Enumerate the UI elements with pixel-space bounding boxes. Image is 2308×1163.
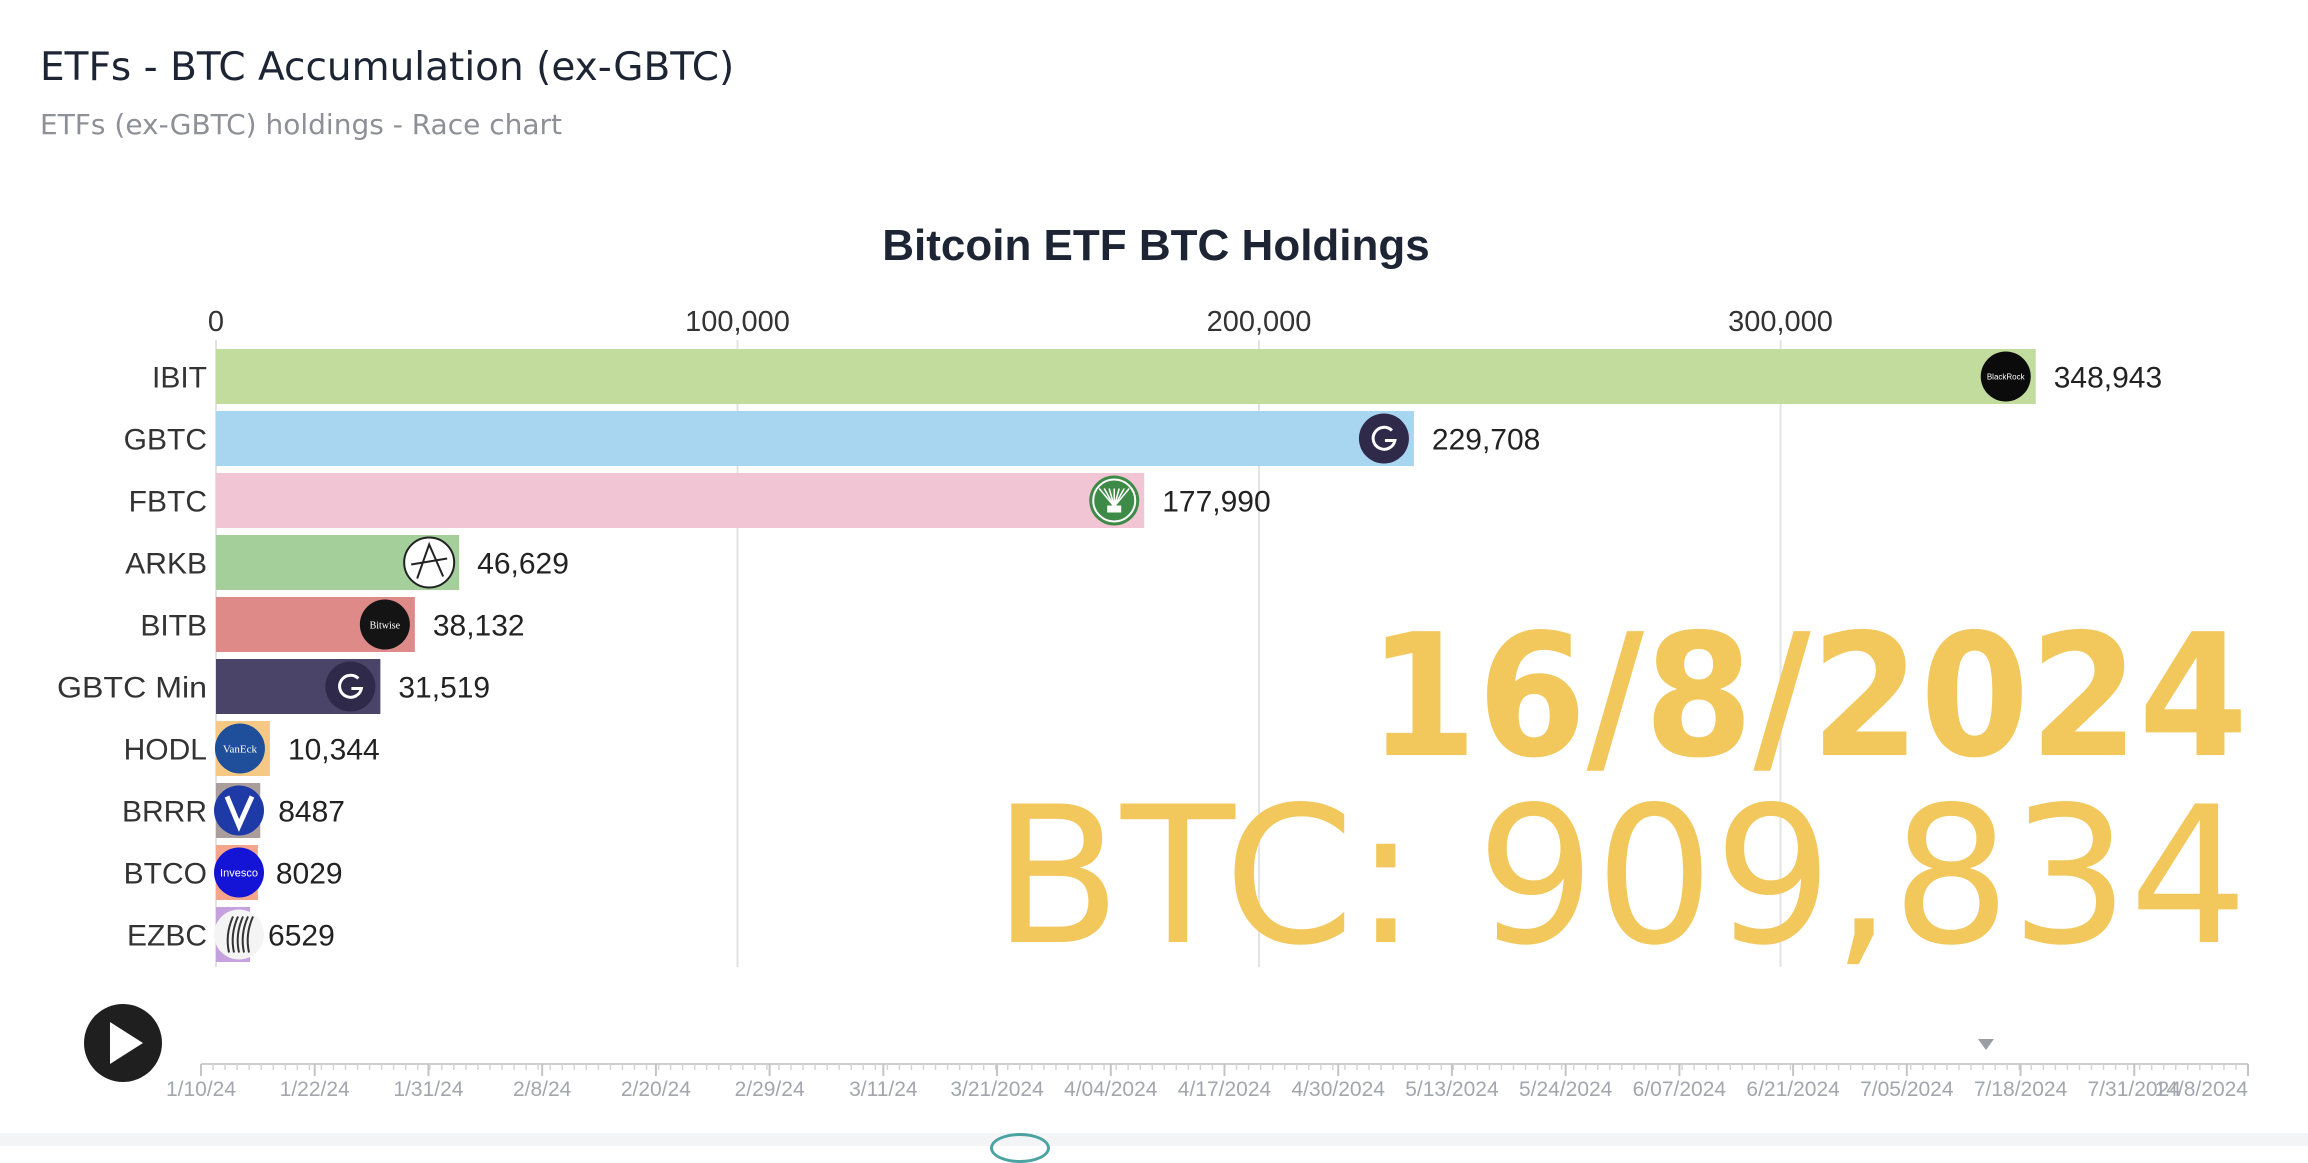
timeline-date-label[interactable]: 4/17/2024 [1178,1078,1272,1101]
svg-text:VanEck: VanEck [223,744,258,756]
category-label: EZBC [127,920,207,953]
valkyrie-logo-icon [214,785,264,836]
timeline-date-label[interactable]: 3/11/24 [849,1078,918,1101]
vaneck-logo-icon: VanEck [214,723,265,774]
timeline-date-label[interactable]: 3/21/2024 [950,1078,1044,1101]
category-label: ARKB [125,548,207,581]
x-tick-label: 0 [208,306,224,338]
category-label: BTCO [124,858,207,891]
timeline-date-label[interactable]: 4/04/2024 [1064,1078,1158,1101]
value-label: 177,990 [1162,486,1270,519]
timeline-date-label[interactable]: 6/21/2024 [1746,1078,1840,1101]
category-label: BRRR [122,796,207,829]
bar-ibit [216,349,2036,404]
invesco-logo-icon: Invesco [214,847,264,898]
page-title: ETFs - BTC Accumulation (ex-GBTC) [40,45,735,90]
value-label: 8029 [276,858,343,891]
play-button[interactable] [84,1004,162,1082]
timeline-date-label[interactable]: 2/20/24 [621,1078,691,1101]
value-label: 38,132 [433,610,525,643]
x-tick-label: 200,000 [1207,306,1312,338]
timeline-date-label[interactable]: 6/07/2024 [1633,1078,1727,1101]
timeline-date-label[interactable]: 5/13/2024 [1405,1078,1499,1101]
grayscale-logo-icon [325,661,376,712]
category-label: HODL [124,734,207,767]
value-label: 46,629 [477,548,569,581]
blackrock-logo-icon: BlackRock [1980,351,2031,402]
value-label: 229,708 [1432,424,1540,457]
overlay-total: BTC: 909,834 [993,766,2248,987]
ark-logo-icon [403,536,456,589]
value-label: 10,344 [288,734,380,767]
timeline-date-label[interactable]: 14/8/2024 [2155,1078,2249,1101]
timeline-date-label[interactable]: 7/18/2024 [1974,1078,2068,1101]
play-icon [110,1022,143,1064]
value-label: 31,519 [398,672,490,705]
category-label: GBTC [124,424,207,457]
timeline-date-label[interactable]: 5/24/2024 [1519,1078,1613,1101]
bottom-scroll-knob[interactable] [990,1133,1050,1163]
timeline-date-label[interactable]: 1/22/24 [280,1078,350,1101]
page-subtitle: ETFs (ex-GBTC) holdings - Race chart [40,108,563,141]
grayscale-logo-icon [1358,413,1409,464]
category-label: FBTC [129,486,207,519]
timeline-position-marker[interactable] [1977,1039,1994,1050]
svg-text:BlackRock: BlackRock [1987,373,2026,382]
franklin-logo-icon [214,909,264,960]
timeline-date-label[interactable]: 2/29/24 [735,1078,805,1101]
bitwise-logo-icon: Bitwise [359,599,410,650]
bottom-strip [0,1133,2308,1146]
svg-text:Bitwise: Bitwise [370,621,401,632]
category-label: BITB [140,610,207,643]
category-label: IBIT [152,362,207,395]
svg-text:Invesco: Invesco [220,868,258,880]
overlay-date: 16/8/2024 [1368,598,2248,796]
value-label: 8487 [278,796,345,829]
x-tick-label: 100,000 [685,306,790,338]
timeline-date-label[interactable]: 7/05/2024 [1860,1078,1954,1101]
timeline-date-label[interactable]: 7/31/2024 [2088,1078,2182,1101]
category-label: GBTC Min [57,672,207,705]
chart-title: Bitcoin ETF BTC Holdings [882,221,1430,270]
bar-gbtc [216,411,1414,466]
value-label: 348,943 [2054,362,2162,395]
timeline-date-label[interactable]: 1/10/24 [166,1078,236,1101]
timeline-date-label[interactable]: 1/31/24 [393,1078,463,1101]
timeline-date-label[interactable]: 4/30/2024 [1292,1078,1386,1101]
x-tick-label: 300,000 [1728,306,1833,338]
bar-fbtc [216,473,1145,528]
value-label: 6529 [268,920,335,953]
fidelity-logo-icon [1089,475,1140,526]
timeline-date-label[interactable]: 2/8/24 [513,1078,572,1101]
